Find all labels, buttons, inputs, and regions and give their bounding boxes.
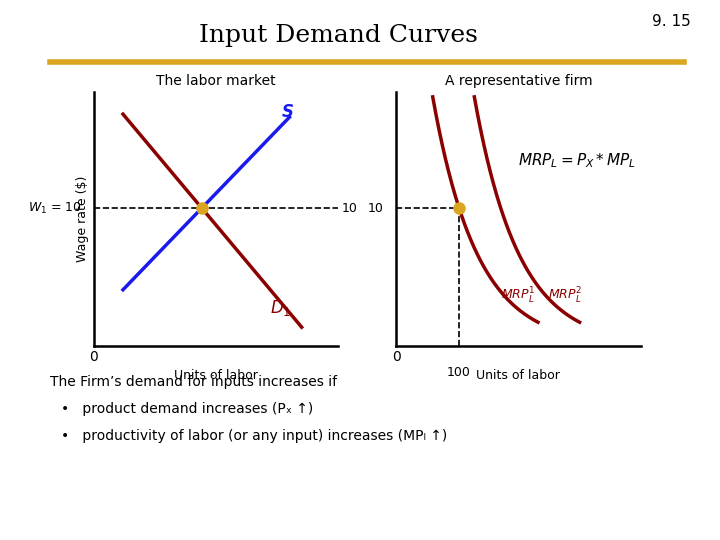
Text: •   product demand increases (Pₓ ↑): • product demand increases (Pₓ ↑) (61, 402, 313, 416)
Text: S: S (282, 103, 294, 121)
Text: 10: 10 (342, 201, 358, 214)
Title: A representative firm: A representative firm (444, 74, 593, 88)
Text: Input Demand Curves: Input Demand Curves (199, 24, 478, 48)
Text: •   productivity of labor (or any input) increases (MPₗ ↑): • productivity of labor (or any input) i… (61, 429, 447, 443)
X-axis label: Units of labor: Units of labor (174, 369, 258, 382)
Text: 10: 10 (368, 201, 384, 214)
Title: The labor market: The labor market (156, 74, 276, 88)
Text: 100: 100 (447, 366, 471, 379)
Text: $MRP_L=P_X*MP_L$: $MRP_L=P_X*MP_L$ (518, 151, 636, 170)
Y-axis label: Wage rate ($): Wage rate ($) (76, 176, 89, 262)
Text: $MRP^2_L$: $MRP^2_L$ (548, 286, 582, 306)
Text: $D_1$: $D_1$ (270, 298, 291, 318)
Text: 9. 15: 9. 15 (652, 14, 691, 29)
Text: The Firm’s demand for inputs increases if: The Firm’s demand for inputs increases i… (50, 375, 338, 389)
Text: $MRP^1_L$: $MRP^1_L$ (501, 286, 536, 306)
Text: $W_1$ = 10: $W_1$ = 10 (27, 200, 81, 215)
X-axis label: Units of labor: Units of labor (477, 369, 560, 382)
